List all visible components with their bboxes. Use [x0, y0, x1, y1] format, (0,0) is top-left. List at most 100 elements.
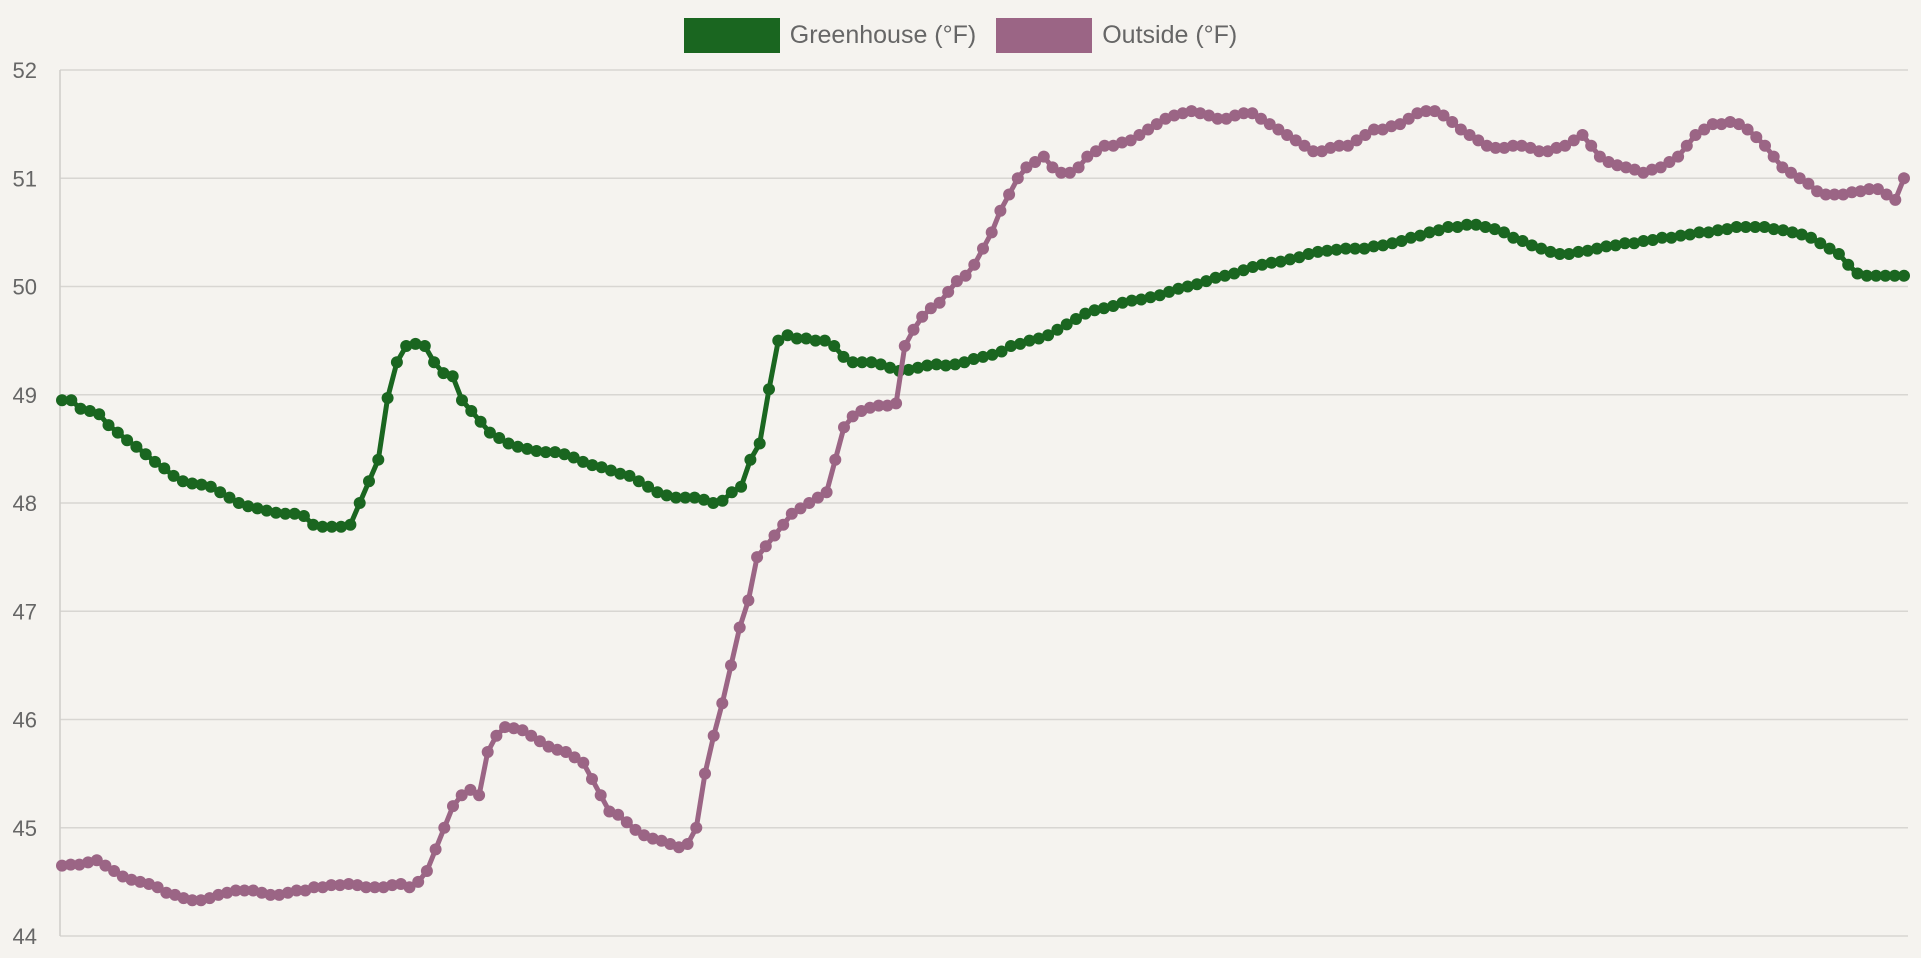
data-point[interactable] [525, 729, 538, 742]
data-point[interactable] [697, 493, 710, 506]
data-point[interactable] [56, 394, 68, 407]
data-point[interactable] [176, 475, 189, 488]
data-point[interactable] [447, 800, 459, 813]
data-point[interactable] [1358, 242, 1371, 255]
data-point[interactable] [1863, 183, 1876, 196]
data-point[interactable] [167, 469, 180, 482]
data-point[interactable] [130, 440, 143, 453]
data-point[interactable] [334, 879, 346, 892]
data-point[interactable] [1432, 224, 1445, 237]
data-point[interactable] [1298, 139, 1311, 152]
data-point[interactable] [308, 881, 320, 894]
data-point[interactable] [290, 884, 303, 897]
data-point[interactable] [56, 859, 68, 872]
data-point[interactable] [455, 789, 468, 802]
data-point[interactable] [1135, 293, 1148, 306]
data-point[interactable] [1706, 118, 1719, 131]
data-point[interactable] [846, 410, 859, 423]
data-point[interactable] [381, 392, 394, 404]
data-point[interactable] [102, 419, 115, 432]
data-point[interactable] [604, 464, 617, 477]
data-point[interactable] [1767, 223, 1780, 236]
data-point[interactable] [502, 437, 515, 450]
data-point[interactable] [1880, 188, 1893, 201]
data-point[interactable] [1090, 145, 1102, 158]
data-point[interactable] [288, 507, 301, 520]
data-point[interactable] [1107, 300, 1120, 312]
data-point[interactable] [428, 356, 441, 369]
data-point[interactable] [1265, 256, 1278, 269]
data-point[interactable] [446, 370, 459, 383]
data-point[interactable] [1672, 150, 1685, 163]
data-point[interactable] [958, 356, 971, 369]
data-point[interactable] [828, 340, 841, 352]
data-point[interactable] [260, 504, 273, 517]
data-point[interactable] [499, 721, 512, 734]
data-point[interactable] [1581, 244, 1594, 257]
data-point[interactable] [325, 520, 338, 533]
data-point[interactable] [483, 426, 496, 439]
data-point[interactable] [725, 659, 737, 672]
data-point[interactable] [264, 888, 277, 901]
data-point[interactable] [279, 507, 292, 520]
data-point[interactable] [1795, 228, 1808, 241]
data-point[interactable] [772, 334, 785, 347]
data-point[interactable] [195, 478, 208, 491]
data-point[interactable] [1702, 226, 1715, 239]
data-point[interactable] [707, 497, 720, 509]
data-point[interactable] [1042, 329, 1055, 342]
data-point[interactable] [567, 451, 580, 464]
data-point[interactable] [1284, 253, 1296, 266]
data-point[interactable] [759, 540, 772, 553]
data-point[interactable] [1011, 172, 1024, 185]
legend-item-outside[interactable]: Outside (°F) [996, 18, 1237, 53]
data-point[interactable] [595, 461, 608, 474]
data-point[interactable] [1758, 221, 1771, 233]
data-point[interactable] [1609, 239, 1622, 252]
data-point[interactable] [297, 510, 310, 522]
data-point[interactable] [985, 226, 998, 239]
data-point[interactable] [872, 399, 885, 412]
data-point[interactable] [403, 881, 416, 894]
data-point[interactable] [1263, 118, 1276, 131]
data-point[interactable] [1674, 229, 1687, 242]
data-point[interactable] [959, 269, 972, 282]
data-point[interactable] [1211, 112, 1224, 125]
data-point[interactable] [1741, 123, 1754, 136]
data-point[interactable] [1767, 150, 1780, 163]
data-point[interactable] [151, 881, 164, 894]
data-point[interactable] [1454, 123, 1467, 136]
data-point[interactable] [1368, 123, 1380, 136]
data-point[interactable] [412, 875, 425, 888]
data-point[interactable] [1070, 313, 1082, 325]
data-point[interactable] [1349, 242, 1362, 255]
data-point[interactable] [223, 491, 236, 504]
data-point[interactable] [111, 426, 124, 439]
data-point[interactable] [679, 491, 692, 504]
data-point[interactable] [1181, 280, 1194, 293]
data-point[interactable] [1689, 129, 1702, 141]
data-point[interactable] [558, 448, 571, 461]
data-point[interactable] [939, 359, 952, 372]
data-point[interactable] [744, 453, 757, 466]
data-point[interactable] [977, 242, 989, 255]
data-point[interactable] [1654, 161, 1667, 174]
data-point[interactable] [1237, 107, 1250, 120]
data-point[interactable] [612, 808, 625, 821]
data-point[interactable] [344, 518, 357, 531]
data-point[interactable] [1721, 223, 1734, 236]
data-point[interactable] [270, 506, 282, 519]
data-point[interactable] [1698, 123, 1711, 136]
data-point[interactable] [1889, 193, 1902, 206]
data-point[interactable] [1749, 221, 1762, 233]
data-point[interactable] [1125, 294, 1138, 307]
data-point[interactable] [594, 789, 607, 802]
data-point[interactable] [316, 520, 329, 533]
data-point[interactable] [707, 729, 720, 742]
data-point[interactable] [818, 334, 831, 347]
data-point[interactable] [549, 446, 562, 459]
data-point[interactable] [214, 486, 227, 499]
data-point[interactable] [473, 789, 486, 802]
data-point[interactable] [884, 361, 896, 374]
data-point[interactable] [874, 358, 887, 371]
